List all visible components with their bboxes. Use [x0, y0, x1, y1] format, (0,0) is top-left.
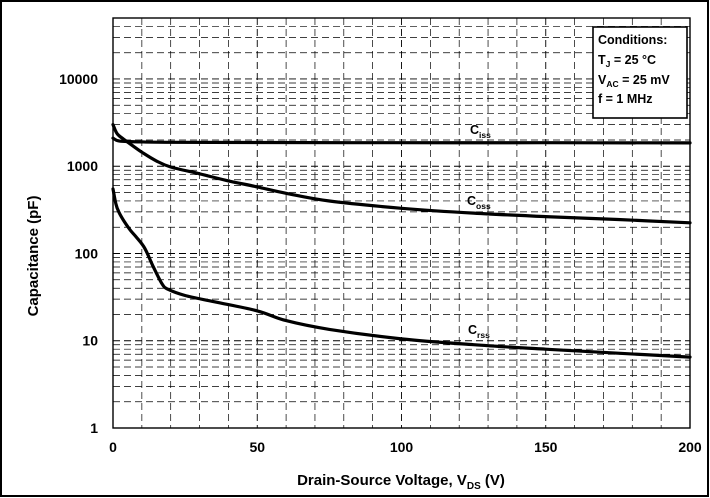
- conditions-vac: VAC = 25 mV: [598, 73, 670, 89]
- y-axis-title: Capacitance (pF): [25, 196, 42, 317]
- conditions-freq: f = 1 MHz: [598, 92, 653, 106]
- series-line-rss: [111, 187, 692, 359]
- series-label-ciss: Ciss: [470, 123, 491, 140]
- conditions-box-frame: [592, 26, 688, 119]
- series-label-crss: Crss: [468, 323, 490, 340]
- x-axis-title: Drain-Source Voltage, VDS (V): [297, 472, 505, 492]
- y-tick-label: 10000: [59, 71, 98, 87]
- conditions-tj: TJ = 25 °C: [598, 53, 656, 69]
- series-lines: [111, 123, 692, 359]
- conditions-title: Conditions:: [598, 33, 667, 47]
- x-tick-label: 0: [109, 439, 117, 455]
- x-tick-label: 200: [678, 439, 702, 455]
- y-tick-label: 1: [90, 420, 98, 436]
- series-line-iss: [111, 136, 692, 145]
- x-tick-label: 150: [534, 439, 558, 455]
- plot-area-frame: [112, 17, 691, 429]
- series-line-oss: [111, 123, 692, 225]
- y-tick-label: 100: [75, 245, 99, 261]
- x-tick-label: 100: [390, 439, 414, 455]
- x-tick-label: 50: [249, 439, 265, 455]
- conditions-box: Conditions: TJ = 25 °C VAC = 25 mV f = 1…: [592, 26, 688, 119]
- y-tick-label: 1000: [67, 158, 98, 174]
- series-label-coss: Coss: [467, 194, 491, 211]
- y-tick-label: 10: [82, 333, 98, 349]
- tick-labels: 1 10 100 1000 10000 0 50 100 150 200: [59, 71, 702, 455]
